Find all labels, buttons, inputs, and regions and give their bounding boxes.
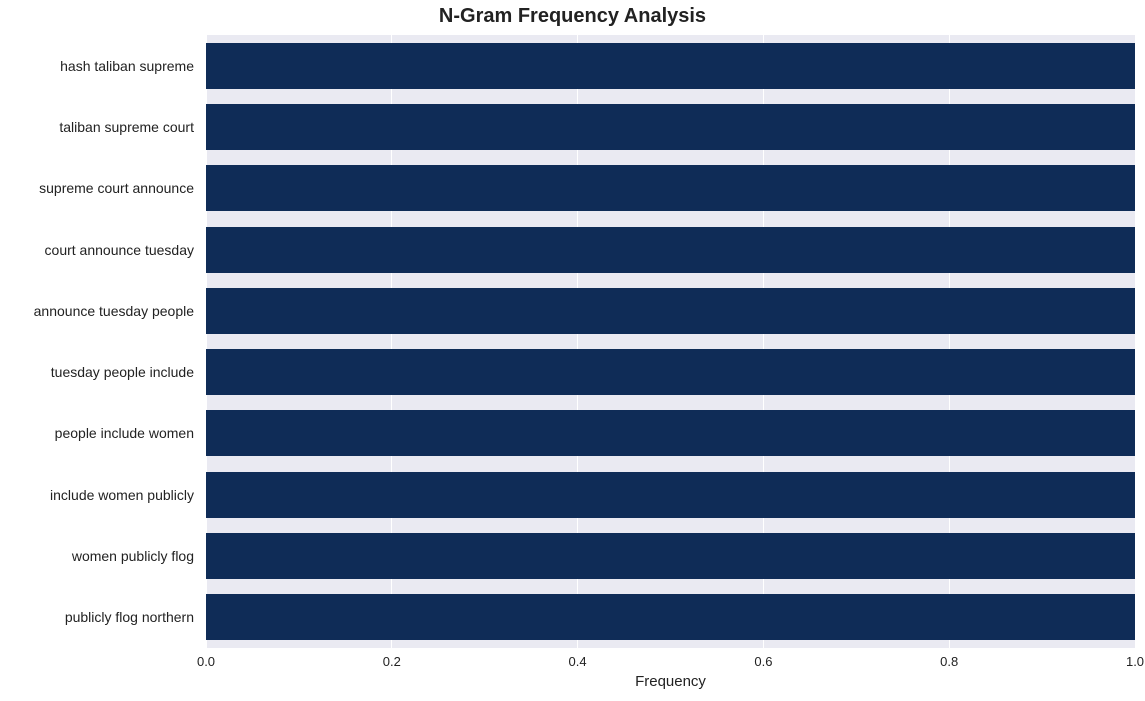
x-tick-label: 0.8 <box>940 654 958 669</box>
bar <box>206 472 1135 518</box>
bar <box>206 349 1135 395</box>
x-tick-label: 0.6 <box>754 654 772 669</box>
x-tick-label: 0.0 <box>197 654 215 669</box>
chart-container: N-Gram Frequency Analysis hash taliban s… <box>0 0 1145 701</box>
y-tick-label: hash taliban supreme <box>60 58 194 74</box>
y-tick-label: announce tuesday people <box>34 303 194 319</box>
y-tick-label: supreme court announce <box>39 180 194 196</box>
x-axis-label: Frequency <box>206 673 1135 690</box>
bar <box>206 410 1135 456</box>
bar <box>206 288 1135 334</box>
y-tick-label: women publicly flog <box>72 548 194 564</box>
y-tick-label: court announce tuesday <box>45 242 194 258</box>
bar <box>206 104 1135 150</box>
y-tick-label: tuesday people include <box>51 364 194 380</box>
bar <box>206 43 1135 89</box>
bar <box>206 227 1135 273</box>
bar <box>206 533 1135 579</box>
x-tick-label: 0.2 <box>383 654 401 669</box>
bar <box>206 165 1135 211</box>
y-tick-label: include women publicly <box>50 487 194 503</box>
y-axis-labels: hash taliban supreme taliban supreme cour… <box>0 35 200 648</box>
y-tick-label: publicly flog northern <box>65 609 194 625</box>
plot-area <box>206 35 1135 648</box>
x-tick-label: 0.4 <box>569 654 587 669</box>
x-tick-label: 1.0 <box>1126 654 1144 669</box>
y-tick-label: people include women <box>55 425 194 441</box>
bar <box>206 594 1135 640</box>
y-tick-label: taliban supreme court <box>59 119 194 135</box>
chart-title: N-Gram Frequency Analysis <box>0 5 1145 28</box>
